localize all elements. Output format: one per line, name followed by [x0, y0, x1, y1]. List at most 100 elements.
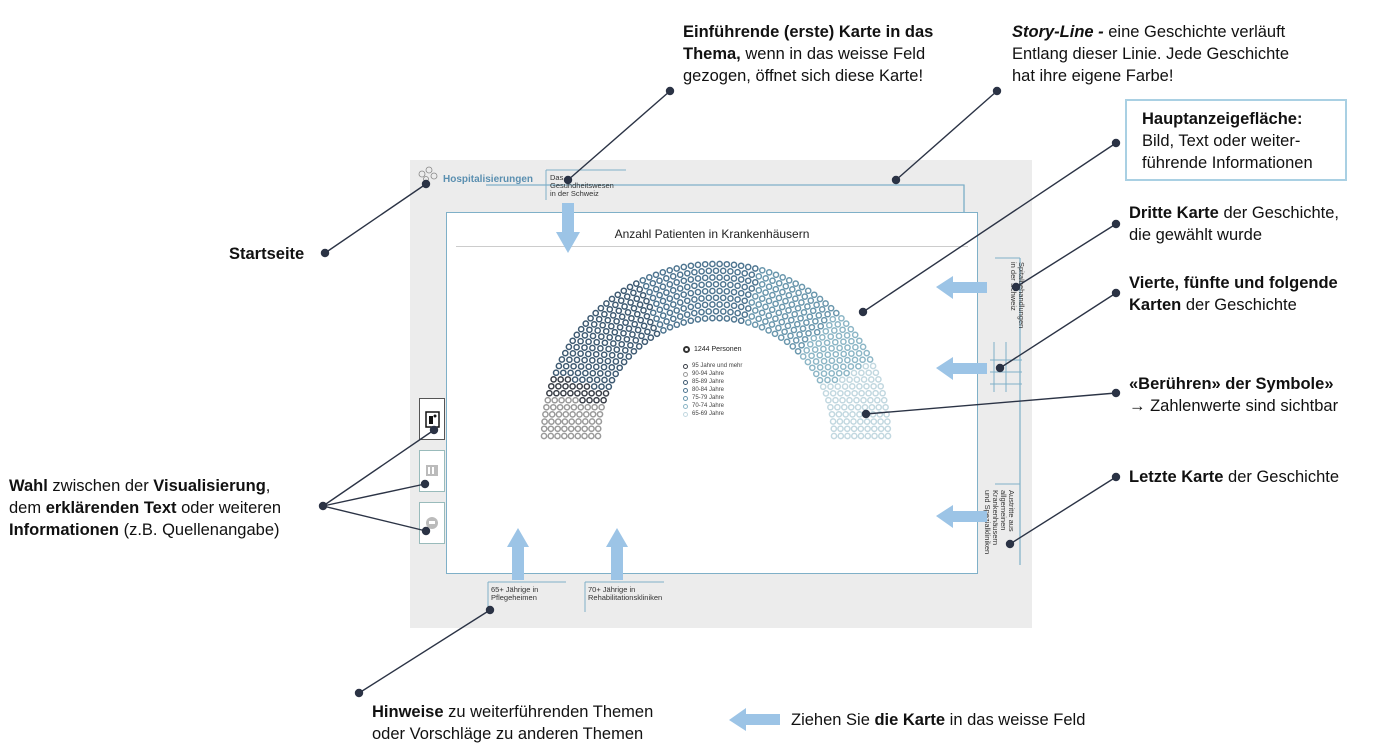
patient-dot[interactable] [683, 297, 691, 305]
patient-dot[interactable] [719, 281, 727, 288]
patient-dot[interactable] [555, 362, 563, 370]
patient-dot[interactable] [737, 303, 745, 311]
patient-dot[interactable] [843, 425, 851, 433]
patient-dot[interactable] [723, 315, 731, 322]
patient-dot[interactable] [567, 432, 575, 440]
patient-dot[interactable] [559, 369, 567, 377]
patient-dot[interactable] [611, 328, 619, 336]
patient-dot[interactable] [810, 291, 818, 299]
patient-dot[interactable] [663, 289, 670, 296]
patient-dot[interactable] [562, 362, 570, 370]
patient-dot[interactable] [579, 396, 586, 404]
patient-dot[interactable] [805, 329, 812, 337]
patient-dot[interactable] [741, 311, 749, 318]
patient-dot[interactable] [832, 309, 840, 317]
patient-dot[interactable] [823, 339, 831, 347]
patient-dot[interactable] [588, 425, 595, 433]
startpage-logo-icon[interactable] [414, 164, 442, 186]
patient-dot[interactable] [719, 294, 727, 302]
patient-dot[interactable] [633, 295, 641, 303]
patient-dot[interactable] [794, 347, 802, 355]
patient-dot[interactable] [804, 358, 812, 366]
patient-dot[interactable] [554, 425, 562, 433]
patient-dot[interactable] [801, 293, 809, 300]
patient-dot[interactable] [598, 403, 605, 411]
patient-dot[interactable] [848, 350, 855, 357]
patient-dot[interactable] [785, 277, 793, 284]
patient-dot[interactable] [621, 347, 629, 354]
patient-dot[interactable] [621, 303, 628, 310]
patient-dot[interactable] [798, 299, 805, 306]
patient-dot[interactable] [548, 411, 556, 418]
patient-dot[interactable] [723, 288, 731, 295]
patient-dot[interactable] [751, 293, 759, 300]
patient-dot[interactable] [563, 403, 571, 411]
patient-dot[interactable] [816, 364, 824, 371]
patient-dot[interactable] [669, 287, 677, 294]
patient-dot[interactable] [817, 322, 825, 330]
patient-dot[interactable] [622, 319, 629, 326]
patient-dot[interactable] [877, 432, 885, 440]
patient-dot[interactable] [788, 301, 796, 308]
patient-dot[interactable] [751, 265, 759, 272]
patient-dot[interactable] [741, 269, 749, 277]
patient-dot[interactable] [727, 295, 734, 302]
patient-dot[interactable] [829, 418, 837, 425]
patient-dot[interactable] [801, 335, 809, 343]
patient-dot[interactable] [587, 432, 595, 440]
info-tab[interactable] [419, 502, 445, 544]
patient-dot[interactable] [612, 358, 620, 365]
patient-dot[interactable] [712, 307, 720, 315]
patient-dot[interactable] [723, 274, 731, 282]
patient-dot[interactable] [863, 418, 871, 425]
patient-dot[interactable] [808, 352, 815, 360]
patient-dot[interactable] [778, 318, 786, 326]
patient-dot[interactable] [676, 299, 684, 306]
patient-dot[interactable] [556, 403, 564, 411]
patient-dot[interactable] [762, 289, 769, 296]
patient-dot[interactable] [866, 356, 874, 363]
patient-dot[interactable] [818, 334, 826, 341]
patient-dot[interactable] [683, 269, 691, 277]
patient-dot[interactable] [744, 319, 752, 326]
patient-dot[interactable] [781, 328, 788, 336]
patient-dot[interactable] [809, 307, 817, 315]
patient-dot[interactable] [640, 307, 647, 314]
patient-dot[interactable] [804, 287, 812, 295]
patient-dot[interactable] [832, 396, 839, 404]
patient-dot[interactable] [683, 311, 691, 318]
patient-dot[interactable] [844, 432, 851, 440]
patient-dot[interactable] [791, 310, 799, 318]
patient-dot[interactable] [637, 316, 645, 324]
patient-dot[interactable] [730, 302, 738, 310]
patient-dot[interactable] [694, 316, 702, 323]
patient-dot[interactable] [843, 369, 850, 377]
patient-dot[interactable] [589, 332, 597, 340]
patient-dot[interactable] [709, 314, 716, 322]
patient-dot[interactable] [884, 425, 892, 433]
patient-dot[interactable] [824, 363, 832, 371]
patient-dot[interactable] [830, 432, 838, 440]
patient-dot[interactable] [865, 369, 873, 377]
patient-dot[interactable] [550, 376, 557, 383]
patient-dot[interactable] [600, 363, 608, 371]
patient-dot[interactable] [775, 309, 783, 317]
patient-dot[interactable] [863, 349, 871, 357]
patient-dot[interactable] [634, 326, 642, 334]
bottom-card-rehab-clinics[interactable]: 70+ Jährige in Rehabilitationskliniken [588, 585, 663, 602]
patient-dot[interactable] [844, 344, 851, 351]
patient-dot[interactable] [594, 327, 602, 334]
patient-dot[interactable] [828, 410, 836, 418]
patient-dot[interactable] [884, 432, 892, 440]
patient-dot[interactable] [860, 376, 868, 383]
patient-dot[interactable] [734, 309, 742, 317]
patient-dot[interactable] [834, 321, 842, 328]
patient-dot[interactable] [680, 319, 688, 326]
patient-dot[interactable] [741, 283, 749, 291]
patient-dot[interactable] [835, 369, 843, 377]
patient-dot[interactable] [567, 369, 574, 377]
patient-dot[interactable] [581, 356, 588, 364]
patient-dot[interactable] [673, 321, 681, 329]
patient-dot[interactable] [659, 297, 667, 305]
patient-dot[interactable] [820, 357, 828, 365]
